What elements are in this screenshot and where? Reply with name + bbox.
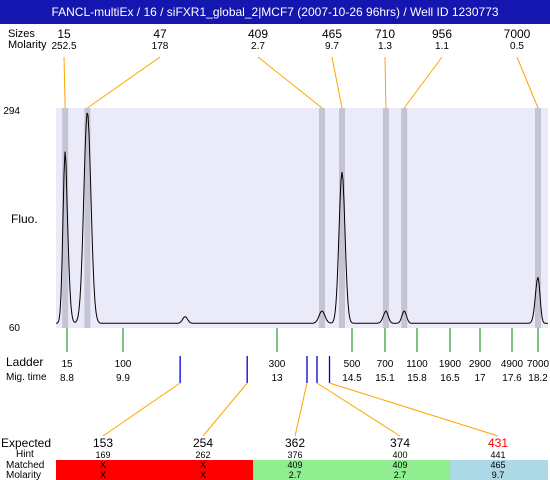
peak-molarity-7000: 0.5 (510, 41, 524, 52)
ladder-size-500: 500 (344, 359, 361, 370)
y-axis-label: Fluo. (11, 212, 38, 226)
ladder-time-100: 9.9 (116, 373, 130, 384)
hint-value-431: 441 (490, 450, 505, 460)
ladder-size-7000: 7000 (527, 359, 550, 370)
header-molarity-label: Molarity (8, 39, 47, 51)
plot-area (55, 108, 548, 328)
matched-value-254: X (200, 460, 206, 470)
peak-size-409: 409 (248, 27, 268, 41)
matched-value-431: 465 (490, 460, 505, 470)
fluorescence-trace (55, 112, 548, 324)
matched-value-362: 409 (287, 460, 302, 470)
hint-label: Hint (16, 449, 34, 460)
peak-connector-15 (63, 56, 66, 109)
peak-molarity-409: 2.7 (251, 41, 265, 52)
peak-molarity-710: 1.3 (378, 41, 392, 52)
peak-size-15: 15 (57, 27, 71, 41)
peak-band-15 (62, 108, 69, 328)
expected-connector-362 (294, 382, 308, 437)
peak-band-956 (401, 108, 408, 328)
expected-connector-153 (102, 382, 181, 437)
expected-value-431: 431 (488, 436, 508, 450)
peak-size-956: 956 (432, 27, 452, 41)
peak-molarity-47: 178 (152, 41, 169, 52)
ladder-size-15: 15 (61, 359, 73, 370)
expected-value-362: 362 (285, 436, 305, 450)
ladder-time-1900: 16.5 (440, 373, 460, 384)
peak-size-47: 47 (153, 27, 167, 41)
matched-molarity-374: 2.7 (394, 470, 407, 480)
matched-molarity-362: 2.7 (289, 470, 302, 480)
matched-label: Matched (6, 460, 44, 471)
expected-value-254: 254 (193, 436, 213, 450)
ladder-time-500: 14.5 (342, 373, 362, 384)
peak-size-7000: 7000 (504, 27, 531, 41)
ladder-table: 15 8.8 100 9.9 300 13 500 14.5 700 15.1 1100 15.8 19… (60, 328, 550, 384)
ladder-size-100: 100 (115, 359, 132, 370)
ladder-time-300: 13 (271, 373, 283, 384)
expected-markers (179, 356, 331, 383)
peak-band-710 (382, 108, 389, 328)
ladder-size-700: 700 (377, 359, 394, 370)
peak-connector-7000 (516, 56, 539, 109)
peak-molarity-15: 252.5 (51, 41, 76, 52)
expected-connector-431 (329, 382, 499, 437)
ladder-time-7000: 18.2 (528, 373, 548, 384)
peak-connector-710 (384, 56, 387, 109)
expected-value-153: 153 (93, 436, 113, 450)
peak-band-409 (319, 108, 325, 328)
y-tick-max: 294 (3, 106, 20, 117)
plot-background (56, 108, 548, 328)
peak-size-465: 465 (322, 27, 342, 41)
peak-connector-47 (87, 56, 161, 109)
hint-value-362: 376 (287, 450, 302, 460)
expected-table: 153169254262362376374400431441XXXX4092.7… (56, 382, 548, 480)
match-band (253, 460, 450, 480)
peak-connector-409 (257, 56, 323, 109)
peak-band-7000 (535, 108, 541, 328)
ladder-size-1100: 1100 (406, 359, 428, 370)
ladder-time-700: 15.1 (375, 373, 395, 384)
peak-molarity-956: 1.1 (435, 41, 449, 52)
mig-time-label: Mig. time (6, 372, 47, 383)
peak-size-710: 710 (375, 27, 395, 41)
hint-value-254: 262 (195, 450, 210, 460)
matched-molarity-153: X (100, 470, 106, 480)
matched-value-153: X (100, 460, 106, 470)
ladder-time-15: 8.8 (60, 373, 74, 384)
match-band (56, 460, 253, 480)
matched-molarity-431: 9.7 (492, 470, 505, 480)
expected-connector-374 (316, 382, 401, 437)
matched-molarity-254: X (200, 470, 206, 480)
ladder-time-4900: 17.6 (502, 373, 522, 384)
ladder-size-1900: 1900 (439, 359, 462, 370)
bottom-molarity-label: Molarity (6, 470, 41, 480)
peak-connector-465 (331, 56, 343, 109)
expected-value-374: 374 (390, 436, 410, 450)
window-title: FANCL-multiEx / 16 / siFXR1_global_2|MCF… (0, 0, 550, 24)
peak-band-47 (84, 108, 91, 328)
matched-value-374: 409 (392, 460, 407, 470)
ladder-label: Ladder (6, 355, 43, 369)
ladder-size-300: 300 (269, 359, 286, 370)
y-tick-min: 60 (9, 323, 21, 334)
ladder-time-2900: 17 (474, 373, 486, 384)
peak-connector-956 (403, 56, 443, 109)
ladder-size-4900: 4900 (501, 359, 524, 370)
hint-value-374: 400 (392, 450, 407, 460)
match-band (450, 460, 548, 480)
header-sizes-label: Sizes (8, 28, 35, 40)
expected-connector-254 (202, 382, 248, 437)
ladder-size-2900: 2900 (469, 359, 492, 370)
hint-value-153: 169 (95, 450, 110, 460)
peak-band-465 (339, 108, 345, 328)
peak-molarity-465: 9.7 (325, 41, 339, 52)
ladder-time-1100: 15.8 (407, 373, 427, 384)
expected-label: Expected (1, 436, 51, 450)
